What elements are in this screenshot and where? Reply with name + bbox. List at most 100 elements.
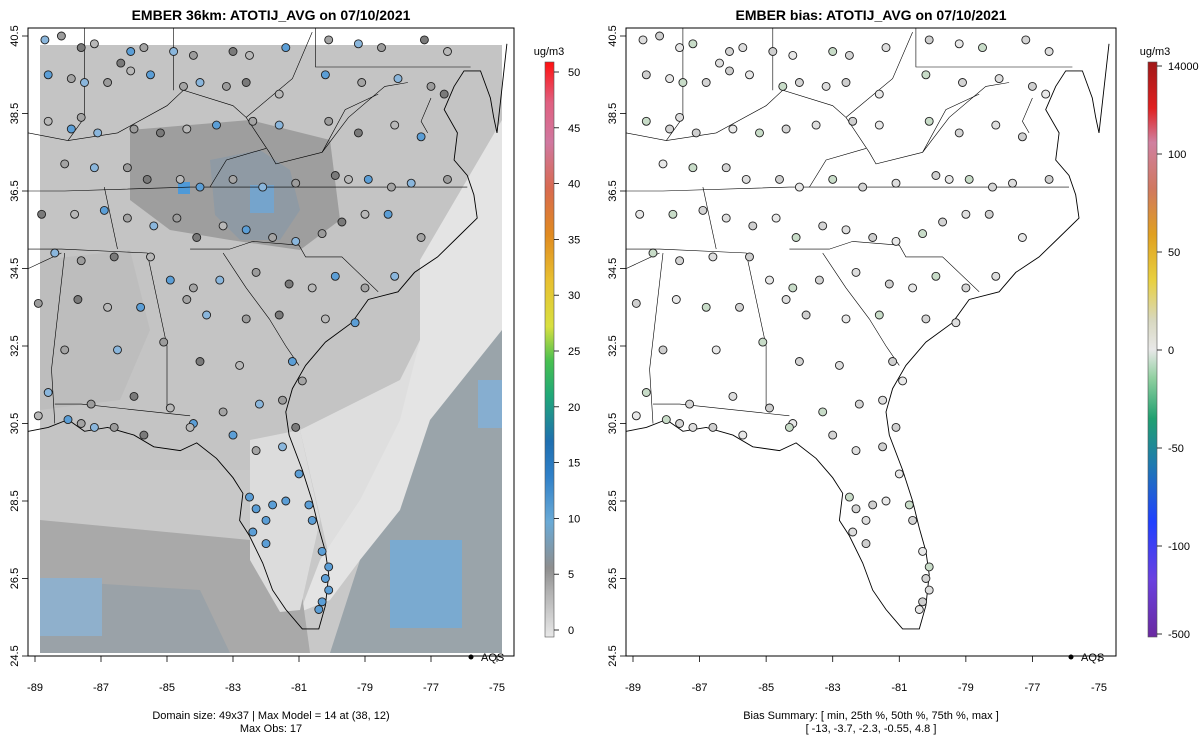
state-boundary — [28, 186, 468, 192]
colorbar-a-tick-label: 5 — [568, 569, 574, 581]
state-boundary — [51, 252, 65, 424]
station-marker — [848, 116, 858, 126]
state-boundary — [104, 187, 118, 250]
y-tick-label: 40.5 — [607, 25, 619, 46]
station-marker — [715, 58, 724, 68]
station-marker — [958, 78, 967, 87]
station-marker — [383, 209, 393, 219]
station-marker — [245, 50, 254, 60]
station-marker — [1017, 233, 1027, 242]
station-marker — [661, 415, 671, 425]
colorbar-b-tick-label: 0 — [1168, 345, 1174, 357]
colorbar-a-ramp — [544, 61, 555, 638]
y-tick-label: 32.5 — [607, 335, 619, 356]
station-marker — [1017, 132, 1027, 142]
y-tick-label: 34.5 — [607, 258, 619, 279]
station-marker — [192, 233, 202, 242]
station-marker — [122, 213, 132, 223]
station-marker — [765, 275, 774, 285]
colorbar-a-tick-label: 45 — [568, 123, 580, 135]
station-marker — [350, 318, 360, 328]
station-marker — [324, 585, 334, 595]
station-marker — [357, 78, 367, 87]
y-tick-label: 34.5 — [9, 258, 21, 279]
y-tick-label: 36.5 — [607, 180, 619, 201]
station-marker — [988, 182, 997, 192]
station-marker — [317, 229, 327, 239]
station-marker — [921, 314, 931, 324]
state-boundary — [420, 97, 432, 134]
station-marker — [377, 43, 386, 53]
station-marker — [76, 112, 86, 122]
station-marker — [268, 233, 278, 242]
station-marker — [701, 78, 711, 87]
station-marker — [631, 298, 641, 308]
station-marker — [268, 500, 278, 510]
colorbar-a-tick-label: 20 — [568, 402, 580, 414]
colorbar-b-tick-label: -500 — [1168, 629, 1190, 641]
station-marker — [1044, 47, 1054, 56]
station-marker — [317, 597, 327, 607]
footer-line1-panel-a: Domain size: 49x37 | Max Model = 14 at (… — [152, 710, 389, 722]
station-marker — [858, 182, 868, 192]
station-marker — [60, 345, 70, 355]
station-marker — [33, 298, 43, 308]
station-marker — [701, 302, 711, 312]
station-marker — [828, 47, 838, 56]
station-marker — [179, 81, 188, 91]
station-marker — [1027, 81, 1037, 91]
station-marker — [182, 295, 192, 304]
station-marker — [891, 178, 901, 188]
station-marker — [741, 174, 751, 184]
state-boundary — [28, 248, 168, 408]
station-marker — [631, 411, 641, 421]
station-marker — [675, 112, 685, 122]
footer-line1-panel-b: Bias Summary: [ min, 25th %, 50th %, 75t… — [743, 710, 999, 722]
state-boundary — [922, 93, 980, 153]
state-boundary — [845, 31, 913, 118]
station-marker — [109, 252, 119, 262]
station-marker — [994, 74, 1004, 84]
station-marker — [745, 70, 754, 80]
x-tick-label: -83 — [825, 682, 841, 694]
station-marker — [324, 562, 334, 572]
station-marker — [363, 174, 373, 184]
station-marker — [261, 539, 271, 549]
station-marker — [784, 422, 794, 432]
station-marker — [146, 252, 155, 262]
station-marker — [155, 128, 165, 138]
station-marker — [70, 209, 80, 219]
station-marker — [344, 174, 353, 184]
plot-frame-panel-a — [27, 27, 515, 657]
station-marker — [788, 50, 798, 60]
station-marker — [851, 267, 861, 277]
station-marker — [851, 504, 861, 514]
state-boundary — [809, 148, 867, 188]
station-marker — [641, 388, 651, 397]
station-marker — [668, 209, 678, 219]
station-marker — [281, 43, 291, 53]
station-marker — [241, 78, 251, 87]
station-marker — [924, 35, 934, 45]
station-marker — [37, 209, 47, 219]
axes-panel-b: -89 -87 -85 -83 -81 -79 -77 -75 40.5 38.5 36.5 34.5… — [607, 25, 1107, 694]
station-marker — [416, 132, 426, 142]
station-marker — [908, 515, 918, 525]
station-marker — [745, 252, 754, 262]
station-marker — [854, 399, 864, 409]
x-tick-label: -83 — [225, 682, 241, 694]
station-marker — [685, 399, 695, 409]
y-tick-label: 28.5 — [9, 490, 21, 511]
station-marker — [165, 275, 175, 285]
station-marker — [861, 515, 871, 525]
station-marker — [228, 174, 238, 184]
y-tick-label: 24.5 — [607, 645, 619, 666]
station-marker — [851, 446, 861, 456]
station-marker — [841, 78, 851, 87]
title-panel-b: EMBER bias: ATOTIJ_AVG on 07/10/2021 — [735, 7, 1006, 23]
station-marker — [675, 256, 685, 266]
station-marker — [675, 43, 685, 53]
station-marker — [126, 66, 136, 76]
x-tick-label: -79 — [958, 682, 974, 694]
station-marker — [86, 399, 96, 409]
